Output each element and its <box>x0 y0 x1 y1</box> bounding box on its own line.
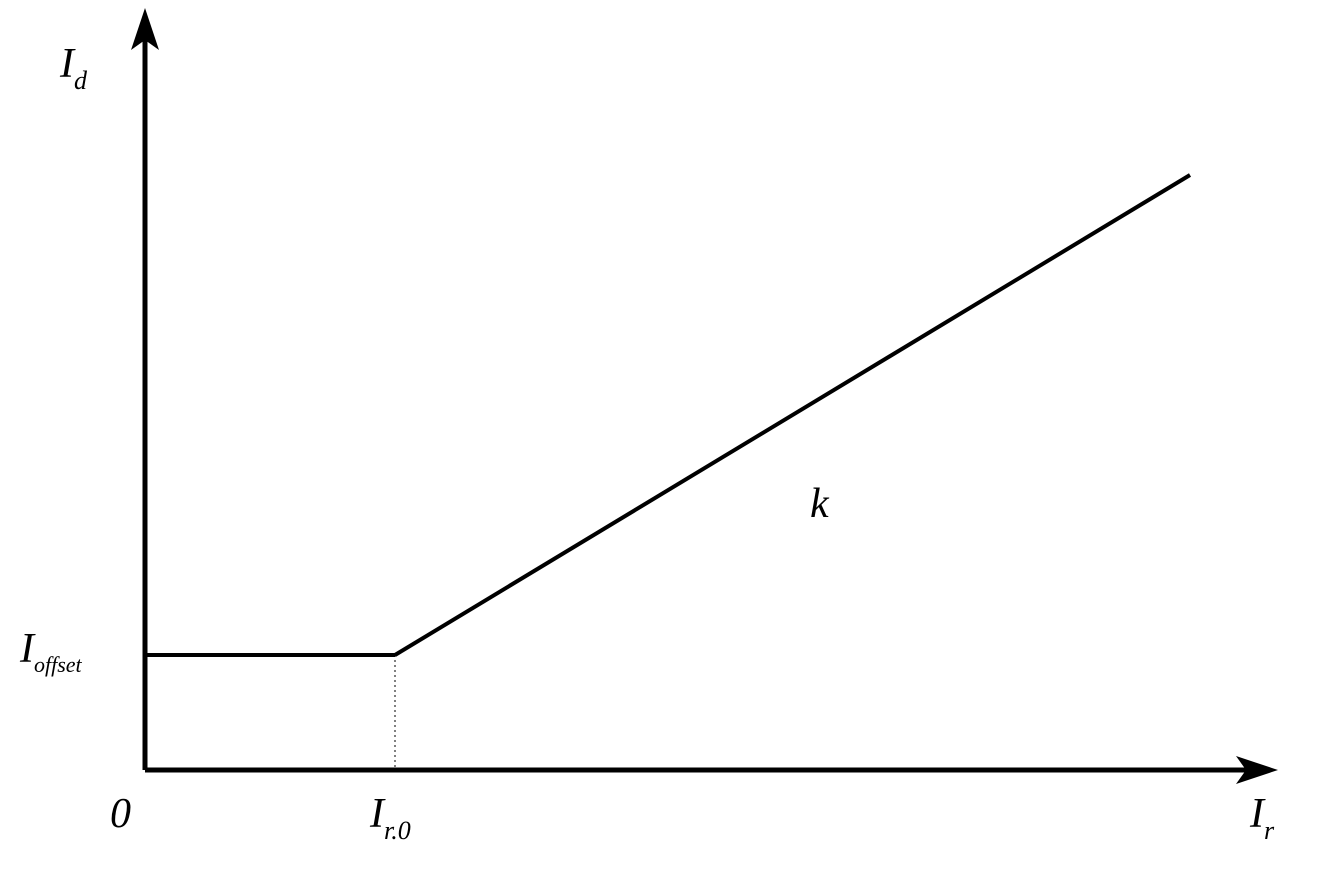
x-axis-label-sub: r <box>1264 816 1274 845</box>
offset-label-main: I <box>20 626 34 672</box>
curve-slope-segment <box>395 175 1190 655</box>
offset-label: Ioffset <box>20 625 82 673</box>
origin-label-text: 0 <box>110 791 131 837</box>
origin-label: 0 <box>110 790 131 838</box>
y-axis-label-main: I <box>60 41 74 87</box>
y-axis-label-sub: d <box>74 66 87 95</box>
knee-x-label: Ir.0 <box>370 790 411 838</box>
slope-label-text: k <box>810 481 829 527</box>
slope-label: k <box>810 480 829 528</box>
diagram-svg <box>0 0 1324 870</box>
knee-x-label-main: I <box>370 791 384 837</box>
offset-label-sub: offset <box>34 652 82 677</box>
knee-x-label-sub: r.0 <box>384 816 411 845</box>
differential-relay-characteristic-diagram: Id Ir 0 Ioffset Ir.0 k <box>0 0 1324 870</box>
y-axis-label: Id <box>60 40 87 88</box>
x-axis-label-main: I <box>1250 791 1264 837</box>
x-axis-label: Ir <box>1250 790 1274 838</box>
